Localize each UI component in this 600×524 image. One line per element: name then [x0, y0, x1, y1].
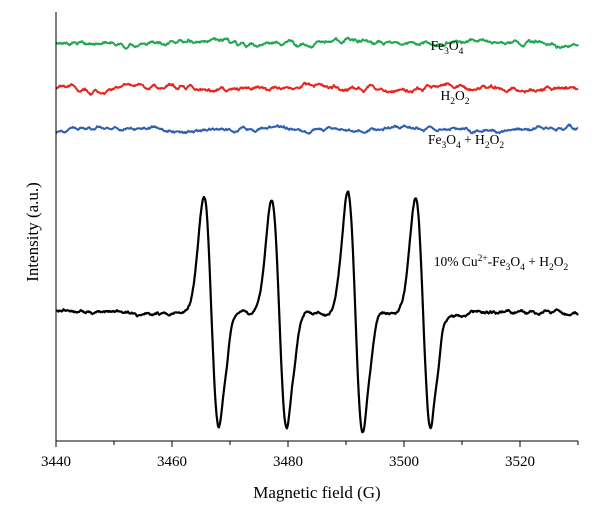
series-label: Fe3O4 — [431, 38, 464, 57]
series-label: 10% Cu2+-Fe3O4 + H2O2 — [434, 254, 569, 273]
x-ticks: 3440 3460 3480 3500 3520 — [41, 441, 579, 470]
series-line — [55, 81, 579, 96]
series-line — [55, 190, 579, 434]
x-tick-label: 3460 — [157, 454, 187, 470]
x-tick-label: 3440 — [41, 454, 71, 470]
y-axis-title: Intensity (a.u.) — [23, 182, 42, 282]
x-axis-title: Magnetic field (G) — [253, 483, 380, 502]
series-labels: Fe3O4 H2O2 Fe3O4 + H2O2 10% Cu2+-Fe3O4 + H2… — [428, 38, 569, 273]
series-label: H2O2 — [441, 88, 470, 107]
x-tick-label: 3520 — [505, 454, 535, 470]
axes: 3440 3460 3480 3500 3520 — [41, 12, 579, 470]
x-tick-label: 3500 — [389, 454, 419, 470]
series-label: Fe3O4 + H2O2 — [428, 132, 504, 151]
plot-lines — [55, 36, 579, 434]
x-tick-label: 3480 — [273, 454, 303, 470]
series-line — [55, 36, 579, 50]
series-line — [55, 123, 579, 135]
